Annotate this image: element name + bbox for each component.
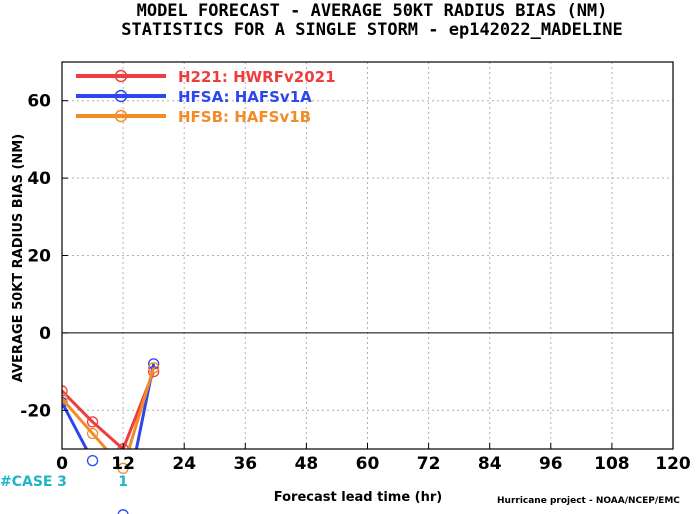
x-tick-label: 24 (172, 454, 196, 474)
x-axis-ticks: 0 12 24 36 48 60 72 84 96 108 120 (56, 443, 691, 474)
series-line-2 (62, 363, 156, 449)
case-label: #CASE (0, 474, 53, 490)
series-line-3 (62, 367, 156, 449)
legend-swatch-marker (114, 89, 128, 103)
legend-entry-2: HFSA: HAFSv1A (178, 88, 312, 106)
y-axis-ticks: -20 0 20 40 60 (20, 92, 68, 421)
series-point (86, 454, 99, 467)
x-tick-label: 108 (594, 454, 630, 474)
x-tick-label: 84 (478, 454, 502, 474)
x-tick-label: 96 (539, 454, 563, 474)
case-counts: #CASE 3 1 (0, 474, 128, 490)
x-tick-label: 72 (417, 454, 441, 474)
series-point (62, 393, 68, 405)
x-tick-label: 120 (655, 454, 691, 474)
legend-entry-1: H221: HWRFv2021 (178, 68, 336, 86)
case-count: 1 (118, 474, 128, 490)
x-tick-label: 36 (233, 454, 257, 474)
chart-title: MODEL FORECAST - AVERAGE 50KT RADIUS BIA… (137, 1, 608, 21)
y-tick-label: 40 (27, 169, 51, 189)
legend-swatch-marker (114, 69, 128, 83)
y-tick-label: 20 (27, 247, 51, 267)
legend-entry-3: HFSB: HAFSv1B (178, 108, 311, 126)
x-tick-label: 0 (56, 454, 68, 474)
y-tick-label: 60 (27, 92, 51, 112)
series-line-1 (62, 371, 156, 449)
credit-text: Hurricane project - NOAA/NCEP/EMC (497, 496, 680, 506)
series-point (86, 427, 99, 440)
y-tick-label: 0 (39, 324, 51, 344)
series-point (117, 509, 129, 514)
y-axis-label: AVERAGE 50KT RADIUS BIAS (NM) (11, 134, 26, 382)
x-tick-label: 60 (356, 454, 380, 474)
y-tick-label: -20 (20, 401, 51, 421)
series-point (86, 416, 99, 428)
x-tick-label: 48 (295, 454, 319, 474)
series-group (62, 358, 160, 449)
x-axis-label: Forecast lead time (hr) (274, 490, 442, 505)
chart-subtitle: STATISTICS FOR A SINGLE STORM - ep142022… (121, 20, 623, 40)
legend: H221: HWRFv2021 HFSA: HAFSv1A HFSB: HAFSv1… (76, 68, 336, 126)
legend-swatch-marker (114, 109, 128, 123)
x-tick-label: 12 (111, 454, 135, 474)
outside-markers (86, 454, 129, 514)
grid-lines (62, 62, 673, 449)
case-count: 3 (57, 474, 67, 490)
series-point (117, 462, 129, 475)
series-point (62, 385, 68, 397)
series-point (147, 362, 160, 374)
